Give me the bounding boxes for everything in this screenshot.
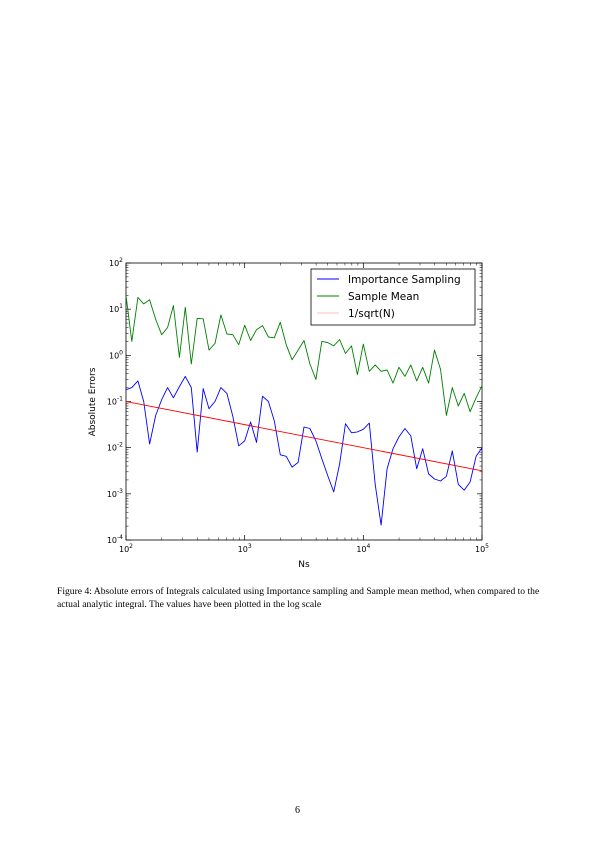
inverse-sqrt-line [125,401,483,472]
x-tick-label: 104 [356,543,370,554]
x-tick-label: 103 [238,543,252,554]
figure-caption: Figure 4: Absolute errors of Integrals c… [57,586,540,610]
axis-ticks: 102 103 104 105 10-4 10-3 10-2 10-1 100 101 102 [107,257,489,554]
x-axis-label: Ns [298,560,310,570]
page-number: 6 [295,805,300,816]
y-tick-label: 102 [109,257,123,268]
legend-label: Importance Sampling [348,274,461,286]
x-tick-label: 105 [475,543,489,554]
legend: Importance Sampling Sample Mean 1/sqrt(N) [310,268,476,326]
legend-label: Sample Mean [348,291,419,303]
legend-box [310,268,476,326]
importance-sampling-line [125,375,483,526]
series-lines [125,295,483,526]
x-tick-label: 102 [119,543,133,554]
y-axis-label: Absolute Errors [88,367,98,436]
y-tick-label: 10-1 [107,396,123,407]
y-tick-label: 10-3 [107,488,123,499]
legend-label: 1/sqrt(N) [348,308,395,320]
y-tick-label: 10-4 [107,534,123,545]
y-tick-label: 100 [109,349,123,360]
y-tick-label: 101 [109,303,123,314]
y-tick-label: 10-2 [107,442,123,453]
sample-mean-line [125,295,483,416]
